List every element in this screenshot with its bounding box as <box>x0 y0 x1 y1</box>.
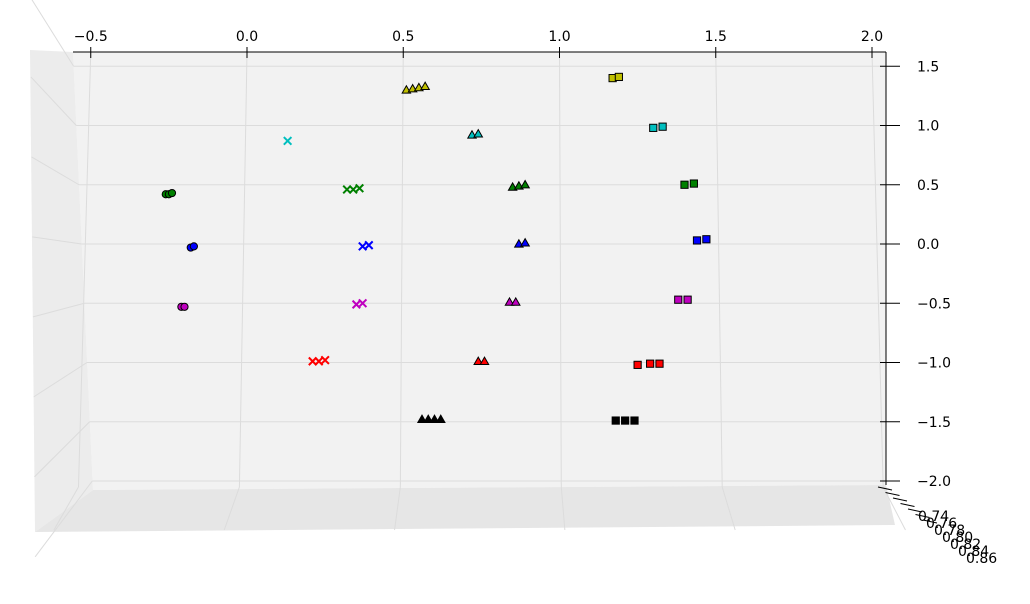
grid-line-floor <box>394 486 401 531</box>
grid-line-side <box>31 156 80 186</box>
z-tick-mark <box>907 508 923 513</box>
floor-pane <box>35 485 895 532</box>
z-tick-mark <box>885 492 900 496</box>
x-tick-label: 0.0 <box>236 29 258 45</box>
x-tick-label: 2.0 <box>861 29 883 45</box>
grid-line-side <box>32 236 82 245</box>
grid-line-side <box>32 302 85 318</box>
square-point <box>611 416 620 425</box>
triangle-point <box>416 414 428 424</box>
grid-line-side <box>34 480 93 558</box>
z-tick-mark <box>900 503 915 507</box>
grid-line-x <box>559 51 562 488</box>
y-tick-label: 0.5 <box>917 178 939 194</box>
grid-line-x <box>77 51 92 488</box>
triangle-point <box>423 414 434 424</box>
y-tick-label: −1.5 <box>917 415 951 431</box>
left-pane <box>30 50 93 532</box>
y-tick-label: 0.0 <box>917 237 939 253</box>
square-point <box>630 416 639 425</box>
y-tick-label: −2.0 <box>917 474 951 490</box>
triangle-point <box>473 356 484 365</box>
triangle-point <box>520 179 531 189</box>
x-point <box>354 183 365 193</box>
z-tick-mark <box>877 486 893 491</box>
square-point <box>689 179 698 188</box>
square-point <box>614 72 623 82</box>
z-tick-label: 0.84 <box>958 544 989 560</box>
grid-line-side <box>33 362 88 398</box>
triangle-point <box>479 356 490 365</box>
square-point <box>680 180 689 189</box>
y-tick-label: −1.0 <box>917 356 951 372</box>
grid-line-floor <box>223 486 240 531</box>
z-tick-label: 0.78 <box>934 523 965 539</box>
grid-line-side <box>30 76 77 126</box>
square-point <box>633 360 642 369</box>
z-tick-mark <box>922 519 938 524</box>
grid-line-floor <box>882 486 906 531</box>
triangle-point <box>429 414 440 424</box>
y-axis-ticks: 1.5 1.0 0.5 0.0 −0.5 −1.0 −1.5 −2.0 <box>880 59 951 490</box>
axis-panes <box>30 50 895 532</box>
grid-line-x <box>399 51 404 488</box>
grid-line-floor <box>721 486 736 531</box>
circle-point <box>189 242 198 251</box>
triangle-point <box>473 128 484 138</box>
z-tick-label: 0.82 <box>950 537 981 553</box>
x-tick-label: 1.0 <box>548 29 570 45</box>
square-point <box>646 359 655 368</box>
square-point <box>649 123 658 132</box>
grid-line-floor <box>53 486 79 531</box>
square-point <box>692 236 702 245</box>
back-pane <box>73 52 886 490</box>
data-points <box>161 72 711 425</box>
z-tick-mark <box>892 497 908 502</box>
triangle-point <box>504 296 515 306</box>
grid-line-x <box>715 51 723 488</box>
circle-point <box>180 302 189 311</box>
grid-line-x <box>238 51 248 488</box>
triangle-point <box>435 414 446 424</box>
grid-line-floor <box>560 486 566 531</box>
triangle-point <box>520 237 531 247</box>
x-point <box>364 240 374 250</box>
grid-line-side <box>31 0 75 67</box>
y-tick-label: −0.5 <box>917 296 951 312</box>
square-point <box>658 122 667 131</box>
z-tick-mark <box>915 514 930 518</box>
x-point <box>320 355 330 365</box>
square-point <box>683 295 692 304</box>
x-tick-label: 0.5 <box>392 29 414 45</box>
x-point <box>283 136 293 146</box>
z-tick-label: 0.76 <box>926 516 957 532</box>
x-axis-ticks: −0.5 0.0 0.5 1.0 1.5 2.0 <box>74 29 883 58</box>
x-point <box>358 298 368 308</box>
y-tick-label: 1.0 <box>917 119 939 135</box>
square-point <box>702 235 711 244</box>
z-tick-label: 0.86 <box>966 551 997 567</box>
triangle-point <box>510 296 521 306</box>
axis-frame <box>73 51 887 485</box>
depth-axis-ticks: 0.740.760.780.800.820.840.86 <box>877 486 997 567</box>
circle-point <box>167 188 177 198</box>
grid-line-x <box>871 51 884 488</box>
square-point <box>655 359 664 368</box>
triangle-point <box>420 81 431 91</box>
z-tick-label: 0.80 <box>942 530 973 546</box>
y-tick-label: 1.5 <box>917 59 939 75</box>
square-point <box>674 295 683 304</box>
grid-lines <box>30 0 906 558</box>
x-tick-label: −0.5 <box>74 29 108 45</box>
square-point <box>621 416 630 425</box>
x-tick-label: 1.5 <box>705 29 727 45</box>
grid-line-side <box>34 421 90 478</box>
